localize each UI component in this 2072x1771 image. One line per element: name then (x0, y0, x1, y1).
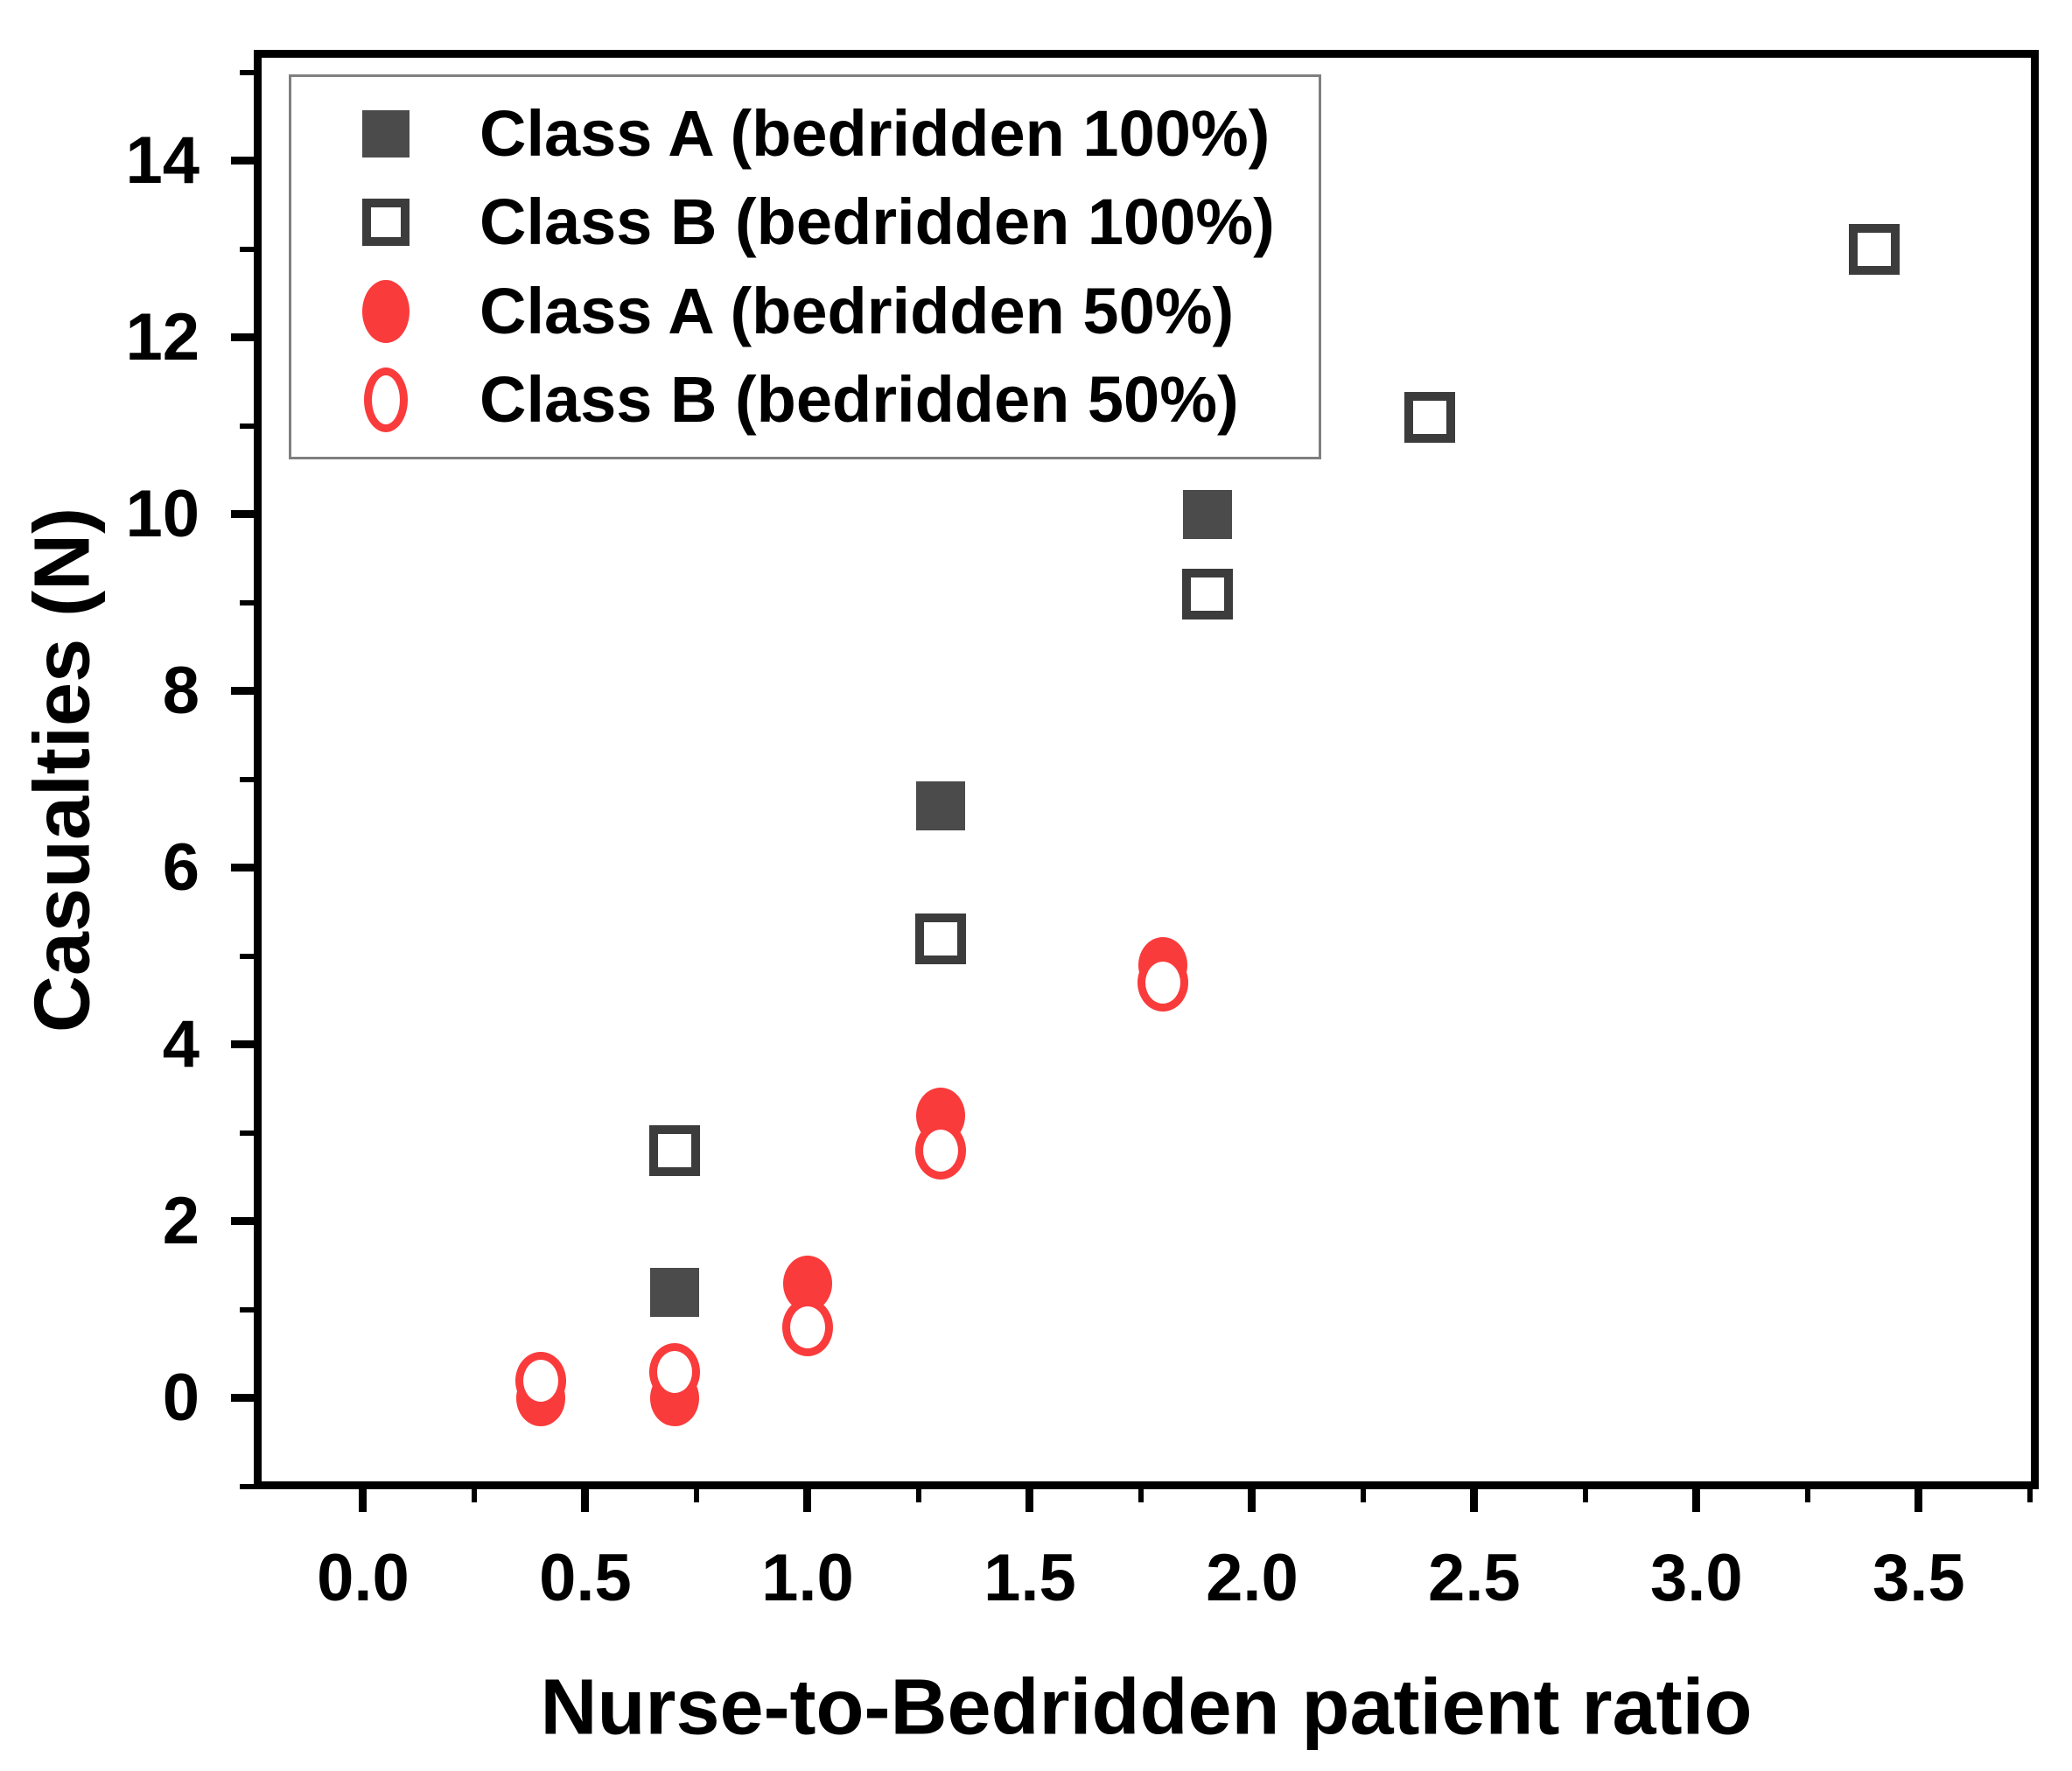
x-axis-tick-label: 0.5 (539, 1541, 632, 1615)
x-axis-tick-label: 0.0 (317, 1541, 410, 1615)
y-axis-minor-tick (240, 1306, 256, 1312)
x-axis-major-tick (581, 1488, 590, 1512)
legend: Class A (bedridden 100%) Class B (bedridd… (289, 74, 1321, 459)
y-axis-tick-label: 2 (162, 1183, 200, 1258)
y-axis-tick-label: 6 (162, 830, 200, 905)
data-point (649, 1267, 699, 1317)
y-axis-minor-tick (240, 1130, 256, 1136)
legend-marker-square-filled-icon (361, 109, 410, 158)
y-axis-minor-tick (240, 246, 256, 252)
y-axis-minor-tick (240, 1483, 256, 1489)
legend-marker-cell (291, 279, 480, 343)
x-axis-tick-label: 2.5 (1428, 1541, 1521, 1615)
y-axis-tick-label: 12 (125, 299, 200, 374)
y-axis-minor-tick (240, 423, 256, 429)
legend-marker-cell (291, 368, 480, 433)
data-point (1404, 391, 1456, 443)
x-axis-minor-tick (471, 1488, 477, 1502)
x-axis-minor-tick (1804, 1488, 1810, 1502)
y-axis-major-tick (231, 864, 256, 872)
legend-marker-circle-filled-icon (361, 279, 410, 343)
legend-label: Class A (bedridden 100%) (480, 96, 1270, 170)
y-axis-major-tick (231, 1217, 256, 1226)
y-axis-tick-label: 10 (125, 476, 200, 551)
legend-label: Class A (bedridden 50%) (480, 274, 1235, 347)
x-axis-tick-label: 2.0 (1206, 1541, 1298, 1615)
legend-item: Class A (bedridden 50%) (291, 274, 1319, 347)
data-point (915, 913, 967, 964)
legend-marker-circle-open-icon (363, 368, 408, 433)
data-point (1183, 489, 1233, 539)
x-axis-tick-label: 3.0 (1650, 1541, 1743, 1615)
data-point (781, 1298, 833, 1357)
x-axis-major-tick (803, 1488, 812, 1512)
data-point (1849, 223, 1900, 275)
y-axis-major-tick (231, 510, 256, 519)
plot-layer: 0.0 0.5 1.0 1.5 2.0 2.5 3.0 3.5 0 2 4 6 8 10 12 14 (125, 50, 2039, 1612)
y-axis-major-tick (231, 1394, 256, 1403)
legend-item: Class B (bedridden 50%) (291, 363, 1319, 437)
y-axis-major-tick (231, 1040, 256, 1049)
x-axis-major-tick (1470, 1488, 1479, 1512)
legend-label: Class B (bedridden 50%) (480, 363, 1239, 437)
x-axis-title: Nurse-to-Bedridden patient ratio (540, 1663, 1753, 1752)
x-axis-minor-tick (2026, 1488, 2033, 1502)
y-axis-minor-tick (240, 776, 256, 782)
data-point (915, 1122, 967, 1180)
y-axis-tick-label: 8 (162, 653, 200, 728)
data-point (648, 1125, 700, 1177)
x-axis-major-tick (1248, 1488, 1256, 1512)
x-axis-tick-label: 1.5 (984, 1541, 1076, 1615)
y-axis-title: Casualties (N) (18, 507, 107, 1033)
y-axis-minor-tick (240, 69, 256, 75)
x-axis-minor-tick (1582, 1488, 1588, 1502)
legend-label: Class B (bedridden 100%) (480, 186, 1275, 259)
x-axis-minor-tick (915, 1488, 921, 1502)
x-axis-tick-label: 1.0 (761, 1541, 854, 1615)
data-point (1138, 954, 1189, 1012)
data-point (916, 781, 966, 831)
y-axis-major-tick (231, 157, 256, 165)
legend-marker-cell (291, 199, 480, 247)
y-axis-minor-tick (240, 599, 256, 606)
legend-item: Class A (bedridden 100%) (291, 96, 1319, 170)
x-axis-major-tick (359, 1488, 368, 1512)
x-axis-minor-tick (1360, 1488, 1366, 1502)
y-axis-tick-label: 4 (162, 1006, 200, 1082)
x-axis-minor-tick (693, 1488, 699, 1502)
x-axis-tick-label: 3.5 (1872, 1541, 1965, 1615)
legend-item: Class B (bedridden 100%) (291, 190, 1319, 255)
legend-marker-square-open-icon (361, 199, 410, 247)
y-axis-major-tick (231, 687, 256, 696)
y-axis-major-tick (231, 333, 256, 342)
x-axis-major-tick (1914, 1488, 1923, 1512)
data-point (515, 1351, 567, 1410)
data-point (1182, 568, 1234, 620)
data-point (648, 1342, 700, 1401)
x-axis-major-tick (1692, 1488, 1701, 1512)
y-axis-tick-label: 0 (162, 1360, 200, 1435)
y-axis-minor-tick (240, 953, 256, 959)
y-axis-tick-label: 14 (125, 122, 200, 198)
x-axis-major-tick (1026, 1488, 1034, 1512)
legend-marker-cell (291, 109, 480, 158)
x-axis-minor-tick (1138, 1488, 1144, 1502)
